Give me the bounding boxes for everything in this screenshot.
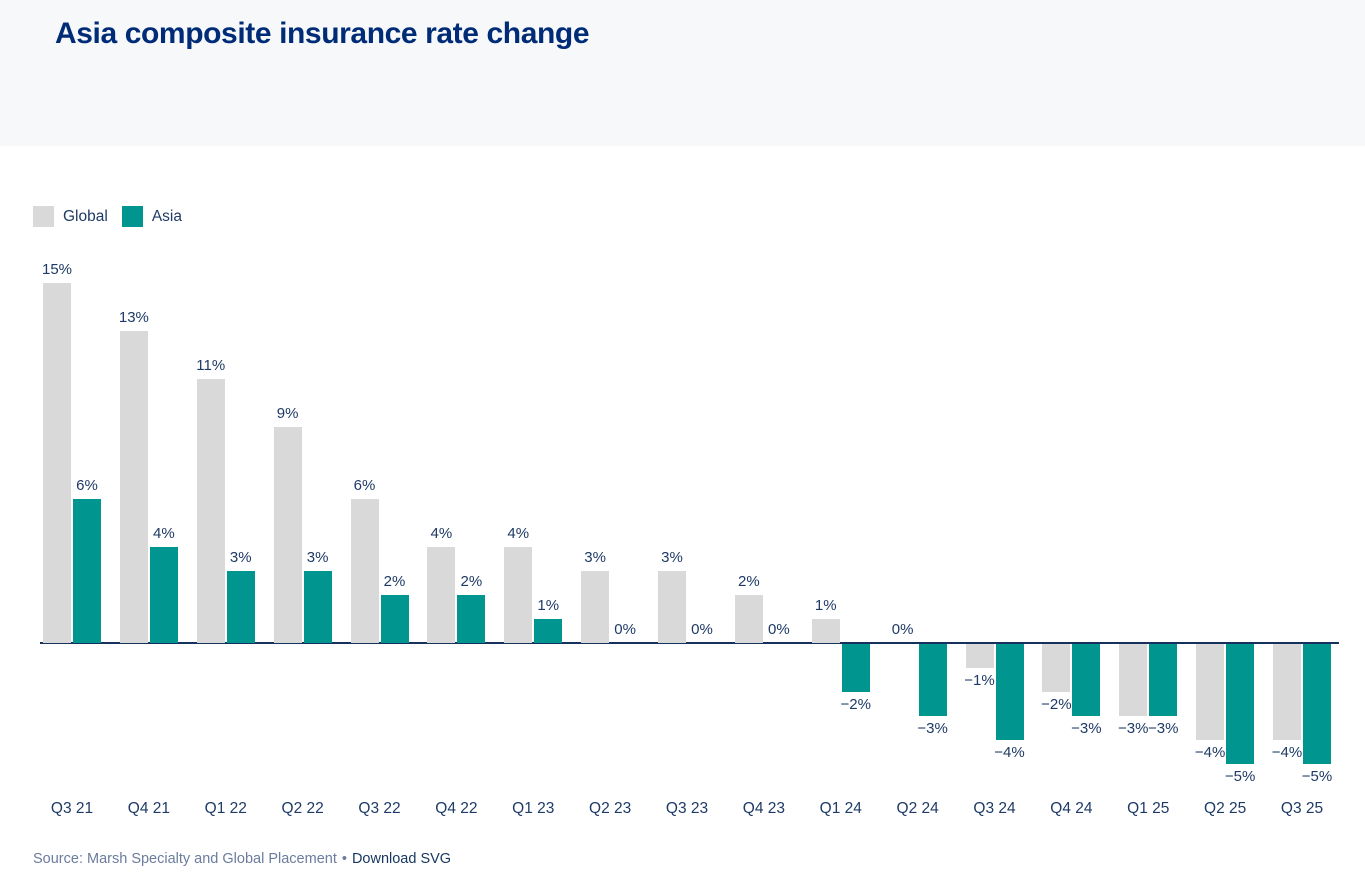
bar-value-label: 11% [196,357,226,374]
bar-value-label: −2% [840,696,871,713]
bar-asia-q1-23 [534,619,563,643]
x-axis-label: Q3 23 [665,800,709,817]
bar-global-q3-24 [965,644,994,668]
x-axis-label: Q3 25 [1280,800,1324,817]
x-axis-label: Q2 23 [589,800,632,817]
chart-title: Asia composite insurance rate change [55,17,590,50]
bar-asia-q2-25 [1226,644,1255,764]
legend-label-global: Global [63,207,108,225]
bar-global-q3-25 [1273,644,1301,740]
bar-value-label: −3% [917,720,948,737]
bar-asia-q4-21 [149,547,178,643]
bar-global-q4-23 [734,595,763,643]
bar-global-q2-23 [581,571,610,643]
bar-asia-q2-24 [918,644,947,716]
bar-value-label: −3% [1118,720,1149,737]
legend-item-global: Global [33,206,108,227]
bar-asia-q1-22 [226,571,255,643]
bar-value-label: 3% [229,549,252,566]
bar-value-label: 4% [507,525,530,542]
bar-global-q1-25 [1119,644,1148,716]
x-axis-label: Q3 24 [973,800,1016,817]
bar-value-label: 6% [353,477,376,494]
bar-value-label: 1% [537,597,560,614]
bar-global-q1-24 [811,619,840,643]
chart-footer: Source: Marsh Specialty and Global Place… [33,851,451,867]
bar-value-label: 0% [891,621,914,638]
bar-value-label: 2% [460,573,483,590]
bar-global-q3-21 [43,283,71,643]
bar-global-q1-23 [504,547,533,643]
x-axis-zero-line [40,642,1339,644]
bar-global-q3-23 [658,571,686,643]
bar-asia-q4-22 [457,595,486,643]
footer-separator: • [341,851,347,867]
x-axis-label: Q3 21 [50,800,94,817]
bar-value-label: −3% [1148,720,1179,737]
bar-value-label: 1% [814,597,837,614]
bar-value-label: −5% [1301,768,1333,785]
bar-global-q1-22 [196,379,225,643]
bar-value-label: 0% [614,621,636,638]
x-axis-label: Q4 21 [127,800,170,817]
x-axis-label: Q4 24 [1050,800,1093,817]
bar-asia-q1-25 [1149,644,1178,716]
bar-value-label: 4% [430,525,453,542]
bar-global-q4-24 [1042,644,1071,692]
x-axis-label: Q1 23 [512,800,555,817]
bar-value-label: 0% [691,621,713,638]
bar-value-label: 2% [383,573,406,590]
bar-value-label: 3% [661,549,683,566]
bar-value-label: 15% [41,261,73,278]
bar-global-q4-22 [427,547,456,643]
bar-global-q4-21 [119,331,148,643]
bar-asia-q3-21 [73,499,101,643]
bar-value-label: −5% [1224,768,1256,785]
bar-value-label: −4% [1271,744,1303,761]
bar-asia-q3-22 [380,595,409,643]
bar-value-label: 9% [276,405,299,422]
legend-swatch-global [33,206,54,227]
x-axis-label: Q2 25 [1204,800,1247,817]
bar-value-label: 6% [76,477,98,494]
bar-global-q2-22 [273,427,302,643]
bar-value-label: −2% [1041,696,1072,713]
bar-value-label: −3% [1071,720,1102,737]
source-text: Source: Marsh Specialty and Global Place… [33,851,337,867]
bar-asia-q3-25 [1303,644,1331,764]
bar-global-q2-25 [1196,644,1225,740]
download-svg-link[interactable]: Download SVG [351,851,452,867]
x-axis-label: Q2 24 [896,800,939,817]
bar-asia-q4-24 [1072,644,1101,716]
bar-asia-q2-22 [303,571,332,643]
x-axis-label: Q3 22 [358,800,401,817]
x-axis-label: Q1 22 [204,800,247,817]
legend-item-asia: Asia [121,206,182,227]
legend: Global Asia [33,206,182,227]
x-axis-label: Q2 22 [281,800,324,817]
bar-global-q3-22 [350,499,379,643]
bar-value-label: −4% [1194,744,1226,761]
x-axis-label: Q1 25 [1127,800,1170,817]
bar-value-label: −1% [964,672,995,689]
bar-value-label: 13% [118,309,149,326]
bar-value-label: 2% [738,573,760,590]
x-axis-label: Q4 22 [435,800,478,817]
bar-value-label: 3% [306,549,329,566]
legend-swatch-asia [121,206,143,227]
x-axis-label: Q1 24 [819,800,862,817]
chart-header: Asia composite insurance rate change [0,0,1365,146]
legend-label-asia: Asia [151,207,182,225]
bar-value-label: 4% [153,525,175,542]
bar-asia-q1-24 [841,644,870,692]
bar-asia-q3-24 [995,644,1024,740]
x-axis-label: Q4 23 [742,800,785,817]
bar-value-label: 0% [768,621,790,638]
bar-value-label: 3% [584,549,606,566]
bar-value-label: −4% [994,744,1025,761]
